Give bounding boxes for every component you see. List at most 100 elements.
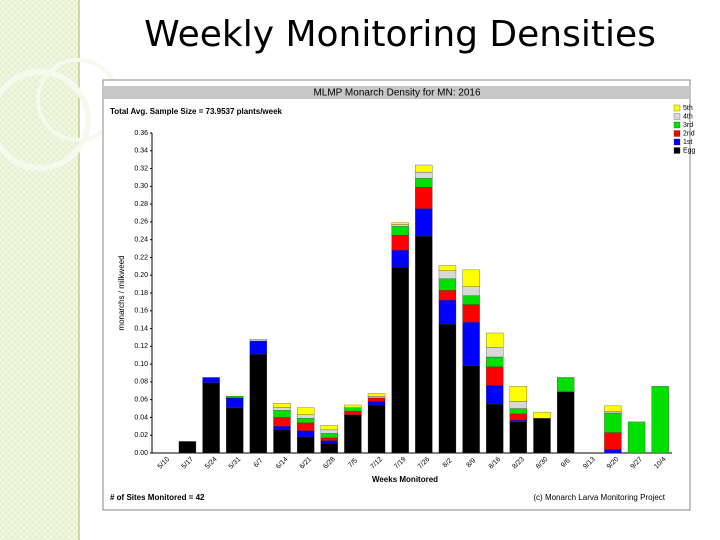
- legend-label: 4th: [683, 113, 693, 120]
- bar-segment: [509, 408, 528, 415]
- bar-segment: [296, 430, 315, 438]
- bar-segment: [415, 164, 433, 173]
- bar-segment: [344, 411, 362, 415]
- y-tick-label: 0.18: [134, 290, 148, 297]
- bar-segment: [202, 377, 220, 383]
- x-tick-label: 7/5: [347, 457, 359, 469]
- y-tick-label: 0.14: [134, 325, 148, 332]
- bar-segment: [273, 407, 291, 411]
- bar-segment: [415, 178, 433, 188]
- bar-segment: [367, 395, 386, 399]
- bar-segment: [202, 382, 220, 454]
- y-tick-label: 0.26: [134, 219, 148, 226]
- bar-segment: [226, 407, 244, 454]
- bar-segment: [604, 432, 622, 450]
- bar-segment: [651, 386, 669, 454]
- y-tick-label: 0.08: [134, 379, 148, 386]
- legend-label: Egg: [683, 147, 696, 154]
- bar-segment: [296, 407, 315, 415]
- legend-label: 1st: [683, 139, 692, 146]
- bar-segment: [509, 386, 528, 402]
- bar-segment: [556, 391, 575, 454]
- bar-segment: [249, 340, 268, 355]
- decor-circle: [0, 69, 91, 171]
- bar-segment: [320, 440, 338, 444]
- bar-segment: [415, 187, 433, 209]
- y-tick-label: 0.28: [134, 201, 148, 208]
- footnote-right: (c) Monarch Larva Monitoring Project: [533, 493, 665, 502]
- bar-segment: [415, 235, 433, 454]
- bar-segment: [462, 269, 480, 287]
- bar-segment: [273, 429, 291, 454]
- x-tick-label: 8/9: [465, 457, 477, 469]
- bar-segment: [391, 250, 409, 268]
- title-bar: [104, 86, 689, 99]
- bar-segment: [509, 401, 528, 409]
- subtitle: Total Avg. Sample Size = 73.9537 plants/…: [110, 107, 283, 116]
- bar-segment: [273, 403, 291, 408]
- bar-segment: [509, 413, 528, 421]
- legend-swatch: [673, 113, 681, 120]
- bar-segment: [296, 436, 315, 454]
- bar-segment: [344, 414, 362, 454]
- bar-segment: [273, 417, 291, 427]
- x-axis-label: Weeks Monitored: [372, 475, 438, 484]
- bar-segment: [391, 235, 409, 251]
- y-tick-label: 0.32: [134, 165, 148, 172]
- bar-segment: [604, 405, 622, 412]
- bar-segment: [367, 404, 386, 454]
- legend-swatch: [673, 147, 681, 154]
- bar-segment: [509, 421, 528, 454]
- bar-segment: [391, 224, 409, 227]
- bar-segment: [273, 426, 291, 431]
- legend-swatch: [673, 104, 681, 112]
- bar-segment: [249, 354, 268, 454]
- bar-segment: [462, 304, 480, 323]
- bar-segment: [438, 278, 457, 291]
- legend-label: 5th: [683, 105, 693, 112]
- bar-segment: [438, 323, 457, 454]
- bar-segment: [226, 395, 244, 399]
- bar-segment: [391, 222, 409, 225]
- bar-segment: [367, 397, 386, 402]
- bar-segment: [249, 339, 268, 342]
- bar-segment: [438, 270, 457, 279]
- slide-title: Weekly Monitoring Densities: [144, 14, 656, 55]
- bar-segment: [367, 393, 386, 397]
- y-tick-label: 0.12: [134, 343, 148, 350]
- bar-segment: [273, 410, 291, 418]
- bar-segment: [226, 397, 244, 408]
- legend-swatch: [673, 121, 681, 129]
- legend-label: 2nd: [683, 130, 695, 137]
- x-tick-label: 9/6: [560, 457, 572, 469]
- bar-segment: [320, 443, 338, 454]
- bar-segment: [391, 226, 409, 236]
- y-tick-label: 0.22: [134, 254, 148, 261]
- y-tick-label: 0.20: [134, 272, 148, 279]
- bar-segment: [486, 366, 504, 386]
- y-tick-label: 0.30: [134, 183, 148, 190]
- bar-segment: [604, 411, 622, 414]
- bar-segment: [486, 385, 504, 405]
- bar-segment: [509, 419, 528, 423]
- bar-segment: [462, 295, 480, 305]
- bar-segment: [486, 403, 504, 454]
- bar-segment: [320, 437, 338, 441]
- bar-segment: [367, 401, 386, 406]
- bar-segment: [627, 421, 646, 454]
- bar-segment: [604, 449, 622, 454]
- bar-segment: [415, 208, 433, 237]
- legend-swatch: [673, 130, 681, 137]
- bar-segment: [556, 377, 575, 392]
- bar-segment: [344, 407, 362, 412]
- y-axis-label: monarchs / milkweed: [117, 255, 126, 330]
- bar-segment: [415, 171, 433, 179]
- bar-segment: [320, 429, 338, 434]
- legend-swatch: [673, 138, 681, 146]
- bar-segment: [462, 322, 480, 367]
- bar-segment: [486, 332, 504, 348]
- y-tick-label: 0.02: [134, 432, 148, 439]
- bar-segment: [462, 286, 480, 296]
